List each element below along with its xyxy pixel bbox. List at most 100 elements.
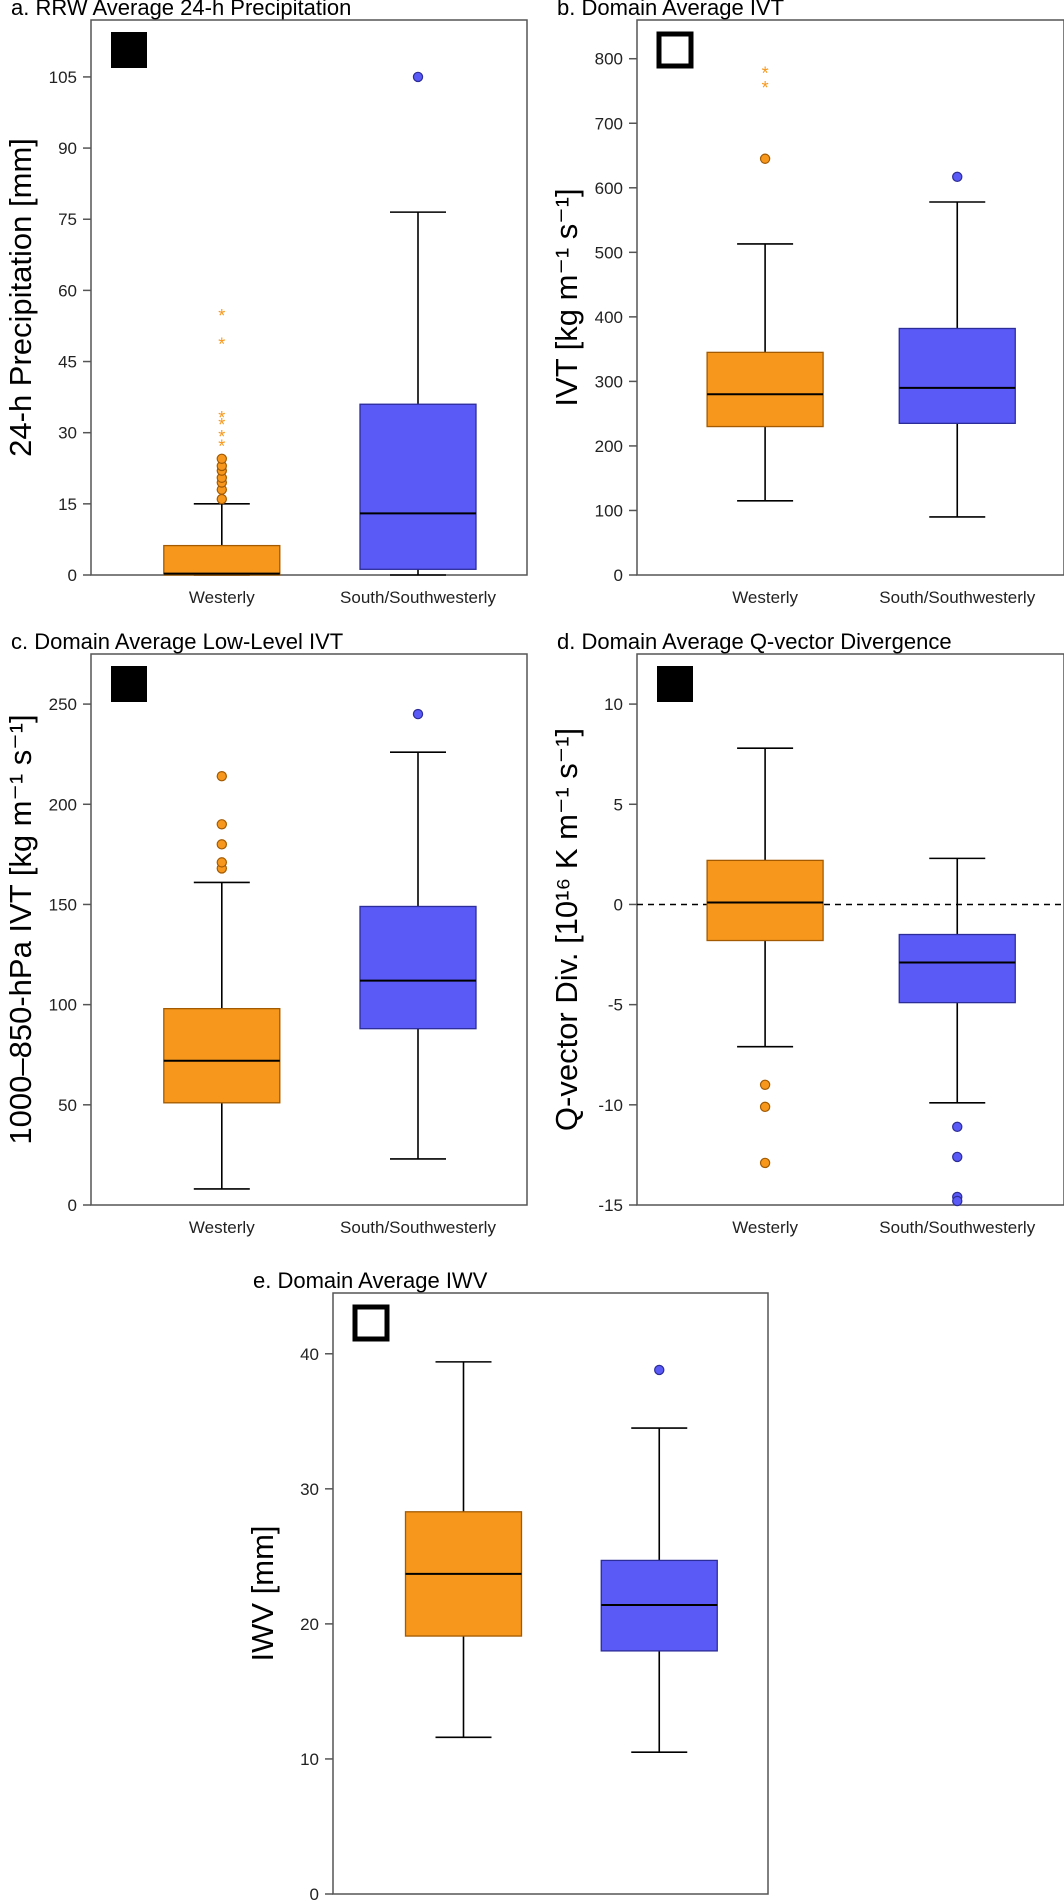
outlier-point	[952, 1151, 963, 1163]
x-category-label: Westerly	[732, 1218, 798, 1237]
box-westerly: Westerly	[404, 1361, 523, 1739]
outlier-point	[216, 771, 227, 782]
outlier-point	[216, 453, 227, 464]
x-category-label: South/Southwesterly	[879, 588, 1035, 607]
extreme-outlier-star: *	[218, 335, 225, 355]
y-tick-label: 20	[300, 1615, 319, 1634]
y-tick-label: 0	[310, 1885, 319, 1900]
x-category-label: South/Southwesterly	[340, 1218, 496, 1237]
chart-panel-d: d. Domain Average Q-vector Divergence -15…	[549, 629, 1064, 1237]
box-iqr	[898, 327, 1016, 424]
box-south-southwesterly: South/Southwesterly	[340, 71, 496, 607]
extreme-outlier-star: *	[218, 415, 225, 435]
chart-panel-a: a. RRW Average 24-h Precipitation 0 15 30 45…	[3, 0, 528, 607]
outlier-point	[216, 839, 227, 850]
y-tick-label: -10	[598, 1096, 623, 1115]
y-tick-label: 105	[49, 68, 77, 87]
extreme-outlier-star: *	[218, 427, 225, 447]
outlier-point	[412, 71, 424, 83]
y-tick-label: 300	[595, 372, 623, 391]
y-tick-label: 600	[595, 179, 623, 198]
y-tick-label: -15	[598, 1196, 623, 1215]
box-westerly: Westerly	[706, 747, 824, 1237]
box-south-southwesterly: South/Southwesterly	[600, 1364, 718, 1753]
x-category-label: Westerly	[189, 1218, 255, 1237]
y-tick-label: 150	[49, 895, 77, 914]
y-tick-label: 60	[58, 281, 77, 300]
box-iqr	[359, 905, 477, 1030]
chart-panel-b: b. Domain Average IVT 0 100 200 300 400 500 600…	[549, 0, 1064, 607]
y-tick-label: 100	[595, 501, 623, 520]
chart-title: a. RRW Average 24-h Precipitation	[11, 0, 351, 20]
x-category-label: South/Southwesterly	[879, 1218, 1035, 1237]
outlier-point	[759, 1101, 771, 1113]
chart-panel-e: e. Domain Average IWV 0 10 20 30 40 IWV [mm] We…	[245, 1268, 769, 1900]
y-tick-label: 0	[614, 566, 623, 585]
panel-marker-filled-square	[657, 666, 693, 702]
y-tick-label: 0	[68, 566, 77, 585]
plot-frame	[90, 653, 528, 1206]
box-south-southwesterly: South/Southwesterly	[879, 857, 1036, 1237]
y-tick-label: 200	[49, 795, 77, 814]
y-tick-label: 5	[614, 795, 623, 814]
y-axis-label: 24-h Precipitation [mm]	[3, 138, 38, 457]
y-tick-label: 50	[58, 1096, 77, 1115]
y-axis-label: IVT [kg m⁻¹ s⁻¹]	[549, 188, 584, 406]
box-westerly: Westerly	[163, 771, 281, 1237]
panel-marker-open-square	[656, 31, 694, 69]
outlier-point	[952, 1195, 963, 1207]
x-category-label: South/Southwesterly	[340, 588, 496, 607]
extreme-outlier-star: *	[762, 78, 769, 98]
outlier-point	[952, 1121, 963, 1133]
y-tick-label: 500	[595, 243, 623, 262]
chart-title: c. Domain Average Low-Level IVT	[11, 629, 343, 654]
outlier-point	[216, 819, 227, 830]
outlier-point	[216, 857, 227, 868]
box-westerly: ** Westerly	[706, 64, 824, 607]
y-tick-label: 0	[614, 895, 623, 914]
y-tick-label: 40	[300, 1345, 319, 1364]
plot-frame	[636, 653, 1064, 1206]
box-iqr	[706, 859, 824, 942]
chart-title: e. Domain Average IWV	[253, 1268, 488, 1293]
y-tick-label: 75	[58, 210, 77, 229]
y-tick-label: -5	[608, 996, 623, 1015]
y-tick-label: 30	[58, 424, 77, 443]
box-iqr	[163, 544, 281, 576]
y-tick-label: 90	[58, 139, 77, 158]
chart-title: d. Domain Average Q-vector Divergence	[557, 629, 952, 654]
y-tick-label: 15	[58, 495, 77, 514]
y-tick-label: 10	[300, 1750, 319, 1769]
y-tick-label: 200	[595, 437, 623, 456]
y-tick-label: 0	[68, 1196, 77, 1215]
box-south-southwesterly: South/Southwesterly	[879, 171, 1036, 607]
outlier-point	[216, 493, 227, 505]
box-iqr	[163, 1007, 281, 1104]
y-tick-label: 100	[49, 996, 77, 1015]
y-tick-label: 10	[604, 695, 623, 714]
plot-frame	[90, 19, 528, 576]
y-axis-label: Q-vector Div. [10¹⁶ K m⁻¹ s⁻¹]	[549, 728, 584, 1131]
box-iqr	[898, 933, 1016, 1004]
box-iqr	[706, 351, 824, 428]
chart-panel-c: c. Domain Average Low-Level IVT 0 50 100 150…	[3, 629, 528, 1237]
outlier-point	[759, 1157, 771, 1169]
outlier-point	[759, 1079, 771, 1090]
box-south-southwesterly: South/Southwesterly	[340, 708, 496, 1237]
extreme-outlier-star: *	[218, 408, 225, 428]
y-tick-label: 30	[300, 1480, 319, 1499]
panel-marker-open-square	[352, 1304, 390, 1342]
box-iqr	[359, 403, 477, 570]
extreme-outlier-star: *	[762, 64, 769, 84]
outlier-point	[412, 708, 424, 720]
x-category-label: Westerly	[732, 588, 798, 607]
outlier-point	[952, 171, 963, 183]
extreme-outlier-star: *	[218, 437, 225, 457]
plot-frame	[636, 19, 1064, 576]
y-axis-label: 1000–850-hPa IVT [kg m⁻¹ s⁻¹]	[3, 714, 38, 1144]
box-westerly: ******Westerly	[163, 306, 281, 607]
y-tick-label: 800	[595, 50, 623, 69]
y-tick-label: 250	[49, 695, 77, 714]
plot-frame	[332, 1292, 769, 1895]
